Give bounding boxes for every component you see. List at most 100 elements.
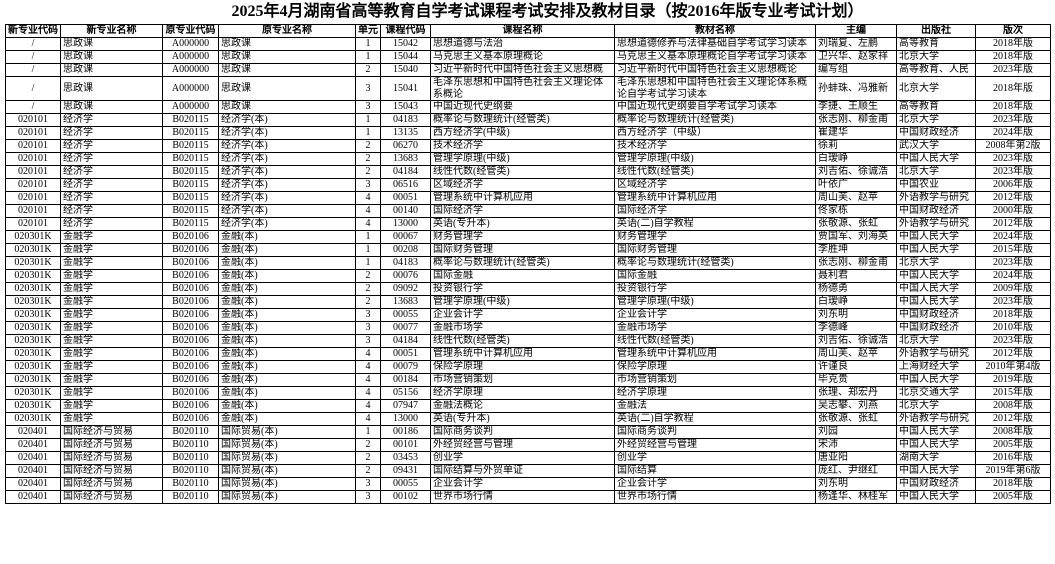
table-cell: 投资银行学 [430,282,615,296]
table-cell: 管理系统中计算机应用 [430,347,615,361]
table-cell: 2018年版 [975,308,1051,322]
table-cell: 金融学 [60,360,163,374]
table-cell: 经济学(本) [218,165,356,179]
header-cell: 课程代码 [380,24,431,38]
table-cell: 概率论与数理统计(经管类) [430,113,615,127]
table-cell: 卫兴华、赵家祥 [815,50,897,64]
table-cell: 中国人民大学 [896,464,976,478]
table-cell: 创业学 [614,451,816,465]
table-cell: 区域经济学 [430,178,615,192]
table-cell: 上海财经大学 [896,360,976,374]
table-cell: 思政课 [218,50,356,64]
table-cell: 武汉大学 [896,139,976,153]
table-cell: 概率论与数理统计(经管类) [430,256,615,270]
table-cell: 习近平新时代中国特色社会主义思想概论 [614,63,816,77]
table-cell: 金融(本) [218,256,356,270]
table-row: 020301K 金融学 B020106 金融(本) 1 00067 财务管理学 财务管理学 贾国… [5,230,1051,244]
table-cell: 外语教学与研究 [896,217,976,231]
table-cell: 中国人民大学 [896,295,976,309]
table-cell: B020110 [162,477,219,491]
table-cell: 国际金融 [614,269,816,283]
table-cell: 企业会计学 [430,477,615,491]
table-cell: 00051 [380,347,431,361]
table-cell: 020101 [5,113,61,127]
table-cell: 2023年版 [975,295,1051,309]
table-cell: 财务管理学 [614,230,816,244]
table-cell: 2008年版 [975,425,1051,439]
table-cell: 高等教育 [896,37,976,51]
table-cell: 企业会计学 [614,477,816,491]
table-cell: 西方经济学（中级） [614,126,816,140]
header-cell: 新专业名称 [60,24,163,38]
table-cell: 思政课 [60,63,163,77]
table-cell: 2018年版 [975,37,1051,51]
table-cell: 2 [355,438,381,452]
table-row: / 思政课 A000000 思政课 2 15040 习近平新时代中国特色社会主义思想概 习近平… [5,63,1051,77]
table-cell: 宋沛 [815,438,897,452]
table-row: / 思政课 A000000 思政课 3 15041 毛泽东思想和中国特色社会主义理论体系概论… [5,76,1051,101]
table-cell: 金融(本) [218,399,356,413]
table-cell: A000000 [162,63,219,77]
table-cell: 管理学原理(中级) [430,295,615,309]
table-cell: 企业会计学 [430,308,615,322]
table-cell: 4 [355,204,381,218]
table-cell: B020106 [162,269,219,283]
table-cell: 刘吉佑、徐诚浩 [815,334,897,348]
table-cell: 2015年版 [975,386,1051,400]
table-cell: 06516 [380,178,431,192]
table-cell: 张理、郑宏丹 [815,386,897,400]
table-cell: 国际经济与贸易 [60,464,163,478]
table-row: 020301K 金融学 B020106 金融(本) 1 04183 概率论与数理统计(经管类… [5,256,1051,270]
table-cell: 07947 [380,399,431,413]
table-cell: 13000 [380,412,431,426]
table-cell: 020101 [5,165,61,179]
table-cell: 外语教学与研究 [896,347,976,361]
table-cell: 国际经济学 [614,204,816,218]
table-cell: 李捷、王顺生 [815,100,897,114]
table-cell: 020301K [5,347,61,361]
table-cell: 020301K [5,334,61,348]
table-cell: / [5,50,61,64]
table-cell: 2024年版 [975,230,1051,244]
table-cell: 020301K [5,230,61,244]
table-cell: 15041 [380,76,431,101]
table-cell: 2006年版 [975,178,1051,192]
table-cell: 中国人民大学 [896,490,976,504]
table-cell: 毛泽东思想和中国特色社会主义理论体系概论 [430,76,615,101]
table-cell: 2008年版 [975,399,1051,413]
table-cell: 经济学(本) [218,178,356,192]
table-cell: B020110 [162,425,219,439]
table-cell: 00055 [380,477,431,491]
table-cell: 2 [355,282,381,296]
table-cell: 刘吉佑、徐诚浩 [815,165,897,179]
table-cell: 00101 [380,438,431,452]
table-cell: 020101 [5,126,61,140]
table-cell: 毕克贵 [815,373,897,387]
table-cell: 020301K [5,399,61,413]
table-cell: 4 [355,412,381,426]
table-row: / 思政课 A000000 思政课 3 15043 中国近现代史纲要 中国近现代史纲要自学考试… [5,100,1051,114]
table-cell: 15042 [380,37,431,51]
table-cell: 市场营销策划 [614,373,816,387]
table-cell: 金融(本) [218,334,356,348]
table-cell: 中国财政经济 [896,477,976,491]
table-cell: 李胜坤 [815,243,897,257]
table-cell: 经济学 [60,204,163,218]
table-cell: 经济学原理 [614,386,816,400]
table-cell: B020106 [162,386,219,400]
table-cell: 国际结算 [614,464,816,478]
table-cell: 北京大学 [896,399,976,413]
table-cell: 英语(专升本) [430,412,615,426]
table-cell: 吴志攀、刘燕 [815,399,897,413]
table-row: 020301K 金融学 B020106 金融(本) 2 09092 投资银行学 投资银行学 杨德… [5,282,1051,296]
table-cell: 00076 [380,269,431,283]
table-cell: B020106 [162,243,219,257]
table-cell: 00186 [380,425,431,439]
table-row: 020301K 金融学 B020106 金融(本) 3 00055 企业会计学 企业会计学 刘东… [5,308,1051,322]
table-row: 020301K 金融学 B020106 金融(本) 3 04184 线性代数(经管类) 线性代… [5,334,1051,348]
table-cell: 编写组 [815,63,897,77]
table-cell: 020301K [5,360,61,374]
table-cell: 湖南大学 [896,451,976,465]
table-cell: 刘瑞复、左鹏 [815,37,897,51]
table-cell: 中国人民大学 [896,152,976,166]
